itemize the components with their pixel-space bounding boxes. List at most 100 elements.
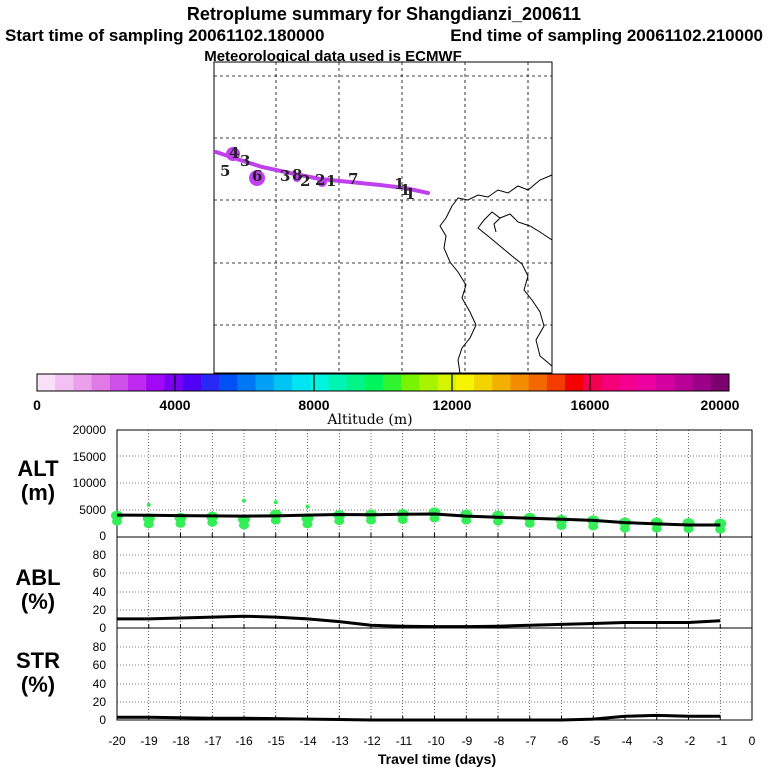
y-tick-label: 0 [99, 713, 106, 727]
alt-scatter-point [620, 524, 630, 533]
start-time-label: Start time of sampling 20061102.180000 [5, 26, 324, 45]
figure-title: Retroplume summary for Shangdianzi_20061… [187, 4, 581, 24]
alt-scatter-point [461, 516, 472, 525]
alt-scatter-point [302, 520, 313, 529]
colorbar-tick-labels: 0 4000 8000 12000 16000 20000 [33, 397, 740, 413]
x-tick-label: -7 [526, 734, 537, 748]
abl-panel-unit: (%) [21, 589, 55, 614]
colorbar-tick-label: 20000 [701, 397, 740, 413]
y-tick-label: 60 [93, 658, 107, 672]
x-tick-label: 0 [749, 734, 756, 748]
alt-scatter-point [239, 521, 249, 530]
particle-label: 2 [300, 172, 310, 190]
y-tick-label: 15000 [73, 450, 107, 464]
x-tick-label: -20 [108, 734, 126, 748]
colorbar-swatch [37, 374, 56, 391]
colorbar-swatch [291, 374, 311, 391]
x-tick-label: -6 [558, 734, 569, 748]
alt-scatter-point [270, 516, 281, 525]
colorbar-swatch [674, 374, 694, 391]
trajectory-point [293, 174, 301, 182]
alt-scatter-point [556, 521, 567, 530]
alt-scatter-point [397, 515, 408, 524]
colorbar-swatch [255, 374, 275, 391]
colorbar-swatch [710, 374, 730, 391]
x-tick-label: -4 [622, 734, 633, 748]
colorbar-swatch [510, 374, 530, 391]
colorbar-swatch [437, 374, 457, 391]
colorbar-swatch [546, 374, 566, 391]
x-tick-label: -18 [172, 734, 190, 748]
colorbar-swatch [565, 374, 584, 391]
colorbar-swatch [237, 374, 257, 391]
str-panel-unit: (%) [21, 672, 55, 697]
colorbar-swatch [692, 374, 712, 391]
colorbar-swatch [619, 374, 639, 391]
y-tick-label: 80 [93, 548, 107, 562]
x-tick-label: -12 [363, 734, 381, 748]
colorbar-frame [36, 373, 730, 392]
particle-label: 4 [229, 144, 239, 162]
x-tick-label: -5 [590, 734, 601, 748]
y-tick-label: 20000 [73, 423, 107, 437]
colorbar-swatch [273, 374, 293, 391]
alt-scatter-outlier [305, 504, 310, 509]
met-data-label: Meteorological data used is ECMWF [204, 48, 462, 65]
x-tick-label: -11 [396, 734, 413, 748]
timeseries-panels [111, 429, 753, 722]
colorbar-swatch [601, 374, 621, 391]
particle-label: 8 [292, 166, 302, 184]
colorbar-swatch [492, 374, 511, 391]
panel-0 [111, 429, 753, 538]
colorbar-swatch [55, 374, 74, 391]
colorbar-swatch [401, 374, 420, 391]
alt-scatter-point [651, 524, 662, 533]
colorbar-swatch [346, 374, 366, 391]
x-tick-label: -17 [204, 734, 222, 748]
abl-y-tick-labels: 80 60 40 20 0 [93, 548, 107, 635]
map-gridlines [214, 62, 552, 373]
colorbar-swatch [364, 374, 384, 391]
colorbar-swatch [419, 374, 439, 391]
panel-2 [116, 627, 753, 722]
alt-scatter-point [112, 517, 122, 526]
x-tick-label: -8 [494, 734, 505, 748]
particle-label: 3 [240, 152, 250, 170]
x-tick-label: -19 [140, 734, 158, 748]
colorbar-tick-label: 0 [33, 397, 41, 413]
particle-label: 3 [280, 167, 290, 185]
colorbar-tick-label: 8000 [298, 397, 329, 413]
y-tick-label: 5000 [79, 503, 106, 517]
str-y-tick-labels: 80 60 40 20 0 [93, 640, 107, 727]
particle-label: 1 [326, 172, 336, 190]
colorbar-swatch [109, 374, 129, 391]
str-series-line [117, 713, 721, 722]
colorbar-swatch [128, 374, 147, 391]
colorbar-label: Altitude (m) [326, 412, 412, 428]
x-tick-label: -14 [299, 734, 317, 748]
colorbar-tick-label: 4000 [159, 397, 190, 413]
colorbar-swatch [73, 374, 93, 391]
particle-label: 1 [400, 181, 410, 199]
x-tick-label: -16 [235, 734, 253, 748]
alt-scatter-outlier [273, 500, 278, 505]
particle-label: 6 [252, 167, 262, 185]
colorbar-swatch [383, 374, 402, 391]
alt-scatter-point [493, 517, 503, 526]
y-tick-label: 40 [93, 585, 107, 599]
x-axis-label: Travel time (days) [378, 751, 496, 767]
abl-series-line [117, 614, 721, 629]
trajectory-point [249, 170, 265, 186]
y-tick-label: 20 [93, 603, 107, 617]
particle-label: 1 [405, 185, 415, 203]
colorbar-swatch [146, 374, 165, 391]
trajectory-map: 4 5 3 6 3 2 8 2 1 7 1 1 1 [213, 61, 553, 374]
alt-series-line [116, 512, 721, 527]
alt-scatter-point [143, 520, 154, 529]
alt-scatter-point [429, 514, 440, 523]
colorbar-swatch [310, 374, 329, 391]
alt-panel-unit: (m) [21, 480, 55, 505]
end-time-label: End time of sampling 20061102.210000 [450, 26, 763, 45]
colorbar-tick-label: 12000 [433, 397, 472, 413]
